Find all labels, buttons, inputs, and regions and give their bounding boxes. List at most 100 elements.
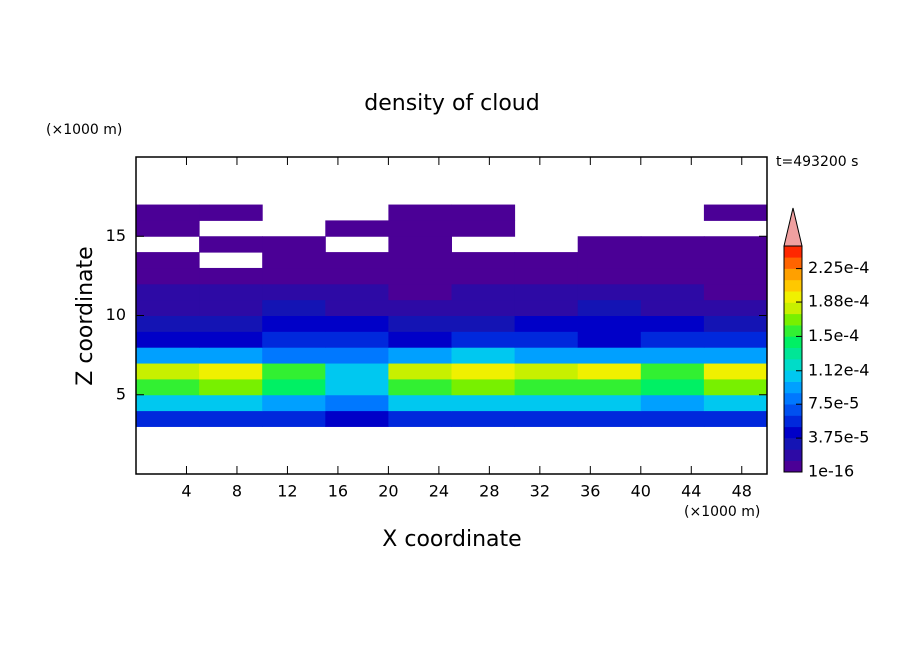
- contour-cell: [136, 283, 200, 301]
- contour-cell: [703, 394, 768, 412]
- contour-cell: [388, 299, 452, 316]
- contour-cell: [262, 315, 326, 332]
- contour-cell: [451, 204, 516, 221]
- colorbar-tick-label: 1e-16: [808, 462, 854, 481]
- contour-cell: [577, 331, 642, 348]
- contour-cell: [514, 363, 579, 380]
- x-tick-label: 12: [277, 482, 297, 501]
- contour-cell: [136, 394, 200, 412]
- contour-cell: [514, 410, 579, 427]
- contour-cell: [514, 283, 579, 301]
- colorbar-bin: [784, 460, 802, 473]
- colorbar-bin: [784, 426, 802, 439]
- contour-cell: [703, 283, 768, 301]
- contour-cell: [136, 315, 200, 332]
- contour-cell: [451, 267, 516, 285]
- contour-cell: [136, 410, 200, 427]
- contour-cell: [640, 331, 705, 348]
- colorbar-bin: [784, 415, 802, 428]
- contour-cell: [262, 252, 326, 269]
- contour-cell: [640, 410, 705, 427]
- contour-cell: [136, 220, 200, 237]
- contour-cell: [262, 236, 326, 253]
- contour-cell: [703, 252, 768, 269]
- contour-cell: [703, 204, 768, 221]
- x-tick-label: 4: [181, 482, 191, 501]
- x-tick-label: 16: [328, 482, 348, 501]
- colorbar-bin: [784, 291, 802, 303]
- contour-cell: [703, 315, 768, 332]
- x-unit: (×1000 m): [684, 504, 760, 520]
- contour-cell: [577, 315, 642, 332]
- contour-cell: [136, 299, 200, 316]
- contour-cell: [640, 252, 705, 269]
- x-tick-label: 24: [429, 482, 449, 501]
- contour-cell: [577, 378, 642, 396]
- contour-cell: [388, 204, 452, 221]
- colorbar-tick-label: 1.12e-4: [808, 360, 869, 379]
- contour-cell: [199, 394, 263, 412]
- colorbar-tick-label: 1.5e-4: [808, 326, 859, 345]
- contour-cell: [136, 267, 200, 285]
- contour-cell: [262, 363, 326, 380]
- contour-cell: [388, 267, 452, 285]
- contour-cell: [451, 299, 516, 316]
- annotation: t=493200 s: [776, 154, 858, 170]
- contour-cell: [388, 315, 452, 332]
- x-tick-label: 40: [631, 482, 651, 501]
- contour-cell: [577, 283, 642, 301]
- x-tick-label: 28: [479, 482, 499, 501]
- contour-cell: [451, 315, 516, 332]
- contour-cell: [388, 363, 452, 380]
- contour-cell: [514, 299, 579, 316]
- colorbar-bin: [784, 359, 802, 371]
- contour-cell: [136, 204, 200, 221]
- contour-cell: [199, 363, 263, 380]
- y-tick-label: 15: [106, 226, 126, 245]
- x-tick-label: 32: [530, 482, 550, 501]
- contour-cell: [199, 267, 263, 285]
- y-tick-label: 5: [116, 384, 126, 403]
- contour-cell: [388, 252, 452, 269]
- contour-cell: [640, 299, 705, 316]
- contour-cell: [703, 236, 768, 253]
- y-axis-label: Z coordinate: [73, 246, 98, 385]
- contour-cell: [703, 299, 768, 316]
- contour-cell: [199, 331, 263, 348]
- colorbar-frame: [783, 245, 803, 473]
- contour-cell: [199, 283, 263, 301]
- colorbar-bin: [784, 302, 802, 315]
- contour-cell: [199, 315, 263, 332]
- x-tick-label: 20: [378, 482, 398, 501]
- contour-cell: [136, 378, 200, 396]
- contour-cell: [262, 394, 326, 412]
- contour-cell: [262, 347, 326, 364]
- colorbar-bin: [784, 381, 802, 394]
- y-tick-label: 10: [106, 305, 126, 324]
- contour-cell: [640, 236, 705, 253]
- contour-cell: [514, 394, 579, 412]
- contour-cell: [388, 410, 452, 427]
- contour-cell: [262, 410, 326, 427]
- contour-cell: [388, 394, 452, 412]
- contour-cell: [451, 347, 516, 364]
- contour-cell: [325, 394, 389, 412]
- contour-cell: [451, 252, 516, 269]
- contour-cell: [451, 410, 516, 427]
- colorbar-bin: [784, 246, 802, 258]
- y-unit: (×1000 m): [46, 122, 122, 138]
- contour-cell: [577, 394, 642, 412]
- contour-cell: [325, 315, 389, 332]
- colorbar-bin: [784, 438, 802, 450]
- contour-cell: [262, 331, 326, 348]
- contour-cell: [451, 220, 516, 237]
- contour-cell: [451, 378, 516, 396]
- colorbar-bin: [784, 313, 802, 326]
- contour-cell: [325, 378, 389, 396]
- colorbar-bin: [784, 325, 802, 337]
- contour-cell: [514, 252, 579, 269]
- contour-cell: [325, 283, 389, 301]
- contour-cell: [640, 283, 705, 301]
